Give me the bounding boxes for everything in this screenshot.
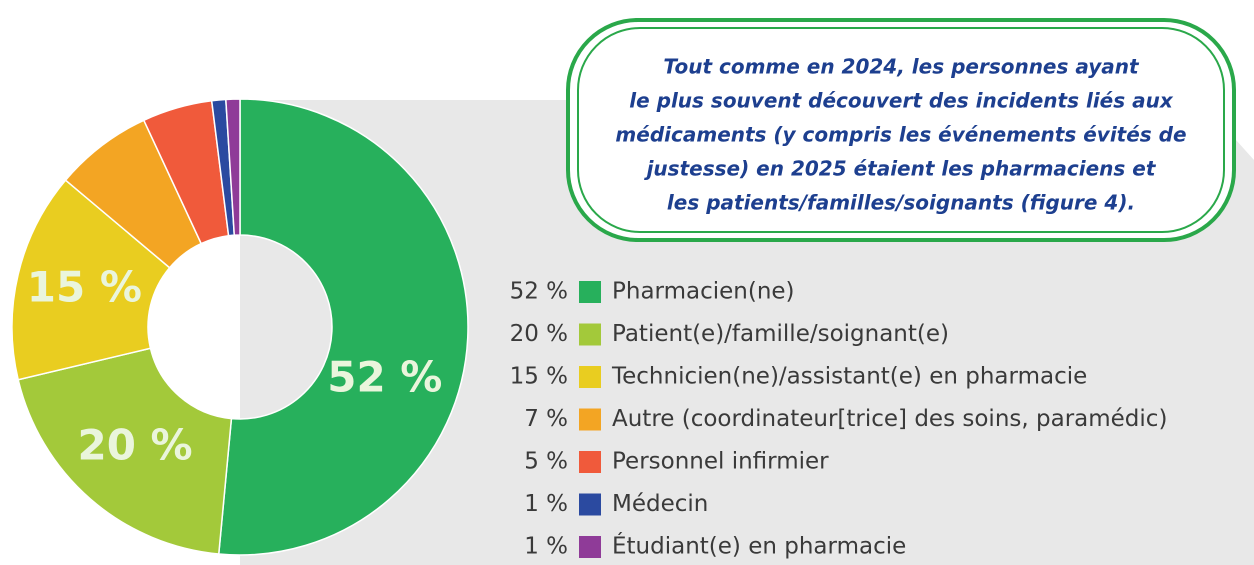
callout-line: Tout comme en 2024, les personnes ayant (663, 55, 1140, 79)
legend: 52 % Pharmacien(ne) 20 % Patient(e)/famille… (510, 279, 1168, 560)
slice (217, 98, 469, 556)
legend-label: Étudiant(e) en pharmacie (612, 532, 906, 560)
legend-label: Personnel infirmier (612, 449, 829, 475)
legend-swatch (579, 451, 601, 473)
legend-swatch (579, 536, 601, 558)
callout-line: les patients/familles/soignants (figure … (667, 191, 1135, 215)
legend-value: 15 % (510, 364, 568, 390)
legend-label: Pharmacien(ne) (612, 279, 795, 305)
callout-text: Tout comme en 2024, les personnes ayant l… (615, 55, 1186, 215)
slice-label: 20 % (77, 420, 192, 469)
slice (11, 179, 171, 381)
slice (225, 98, 241, 236)
legend-value: 20 % (510, 321, 568, 347)
slice-label: 52 % (327, 352, 442, 401)
legend-value: 1 % (524, 534, 568, 560)
legend-value: 7 % (524, 406, 568, 432)
legend-label: Médecin (612, 491, 708, 517)
legend-value: 5 % (524, 449, 568, 475)
legend-value: 52 % (510, 279, 568, 305)
legend-label: Technicien(ne)/assistant(e) en pharmacie (611, 364, 1087, 390)
callout-line: le plus souvent découvert des incidents … (629, 89, 1174, 113)
callout-inner (577, 27, 1225, 233)
callout-line: justesse) en 2025 étaient les pharmacien… (644, 157, 1157, 181)
legend-label: Autre (coordinateur[trice] des soins, pa… (612, 406, 1167, 432)
callout-line: médicaments (y compris les événements év… (615, 123, 1186, 147)
slice-label: 15 % (27, 263, 142, 312)
donut: 52 % 20 % 15 % (11, 98, 469, 556)
legend-swatch (579, 366, 601, 388)
legend-swatch (579, 323, 601, 346)
slice (17, 347, 233, 555)
legend-value: 1 % (524, 491, 568, 517)
legend-swatch (579, 281, 601, 303)
legend-swatch (579, 408, 601, 431)
legend-swatch (579, 493, 601, 516)
legend-label: Patient(e)/famille/soignant(e) (612, 321, 949, 347)
